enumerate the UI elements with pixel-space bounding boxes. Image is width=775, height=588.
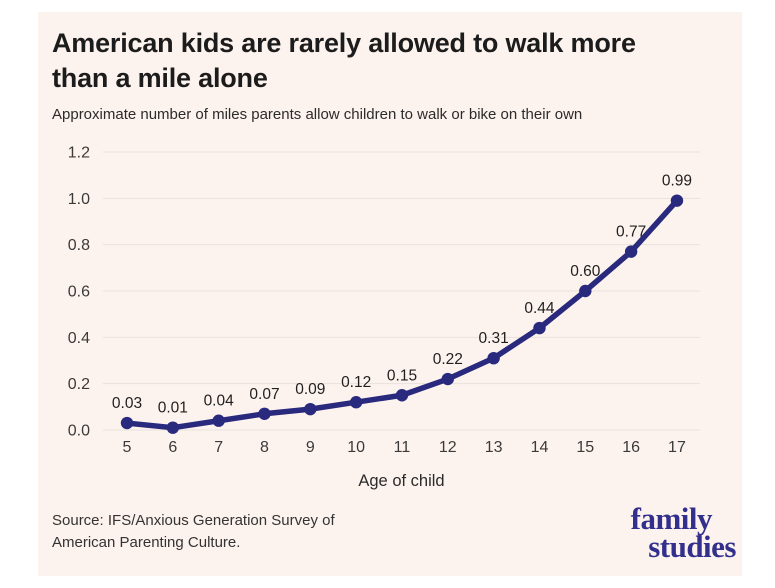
y-tick-label: 0.8	[68, 237, 90, 254]
data-point	[258, 407, 271, 420]
x-tick-label: 15	[576, 439, 594, 456]
data-label: 0.22	[433, 351, 463, 368]
chart-title: American kids are rarely allowed to walk…	[52, 28, 636, 94]
data-label: 0.09	[295, 381, 325, 398]
data-point	[166, 421, 180, 434]
logo-line1: family	[630, 500, 713, 536]
x-tick-label: 5	[123, 439, 132, 456]
data-label: 0.01	[158, 400, 188, 417]
data-point	[395, 389, 409, 402]
y-tick-label: 1.2	[68, 145, 90, 162]
logo-line2: studies	[648, 529, 736, 565]
data-label: 0.31	[479, 330, 509, 347]
data-label: 0.44	[524, 300, 555, 317]
x-tick-label: 14	[531, 439, 549, 456]
x-tick-label: 10	[347, 439, 365, 456]
data-point	[441, 372, 455, 386]
data-label: 0.60	[570, 263, 601, 280]
x-tick-label: 12	[439, 439, 457, 456]
x-tick-label: 16	[622, 439, 640, 456]
data-label: 0.04	[204, 393, 235, 410]
x-tick-label: 9	[306, 439, 315, 456]
y-tick-label: 0.6	[68, 284, 90, 301]
x-axis-title: Age of child	[358, 472, 444, 490]
y-tick-label: 1.0	[68, 191, 90, 208]
chart-card: American kids are rarely allowed to walk…	[38, 12, 742, 576]
x-tick-label: 17	[668, 439, 686, 456]
chart: 0.0 0.2 0.4 0.6 0.8 1.0 1.2 5 6 7 8 9 10 11 12 13 14 15 16…	[68, 145, 700, 490]
data-label: 0.03	[112, 395, 142, 412]
data-point	[579, 284, 592, 298]
data-point	[487, 351, 500, 365]
data-label: 0.15	[387, 367, 417, 384]
data-label: 0.12	[341, 374, 371, 391]
data-label: 0.77	[616, 224, 646, 241]
x-tick-label: 11	[394, 439, 411, 456]
data-point	[304, 402, 317, 416]
chart-subtitle: Approximate number of miles parents allo…	[52, 106, 583, 123]
data-point	[349, 396, 363, 409]
data-point	[120, 416, 134, 430]
y-tick-label: 0.2	[68, 376, 90, 393]
x-tick-label: 13	[485, 439, 503, 456]
x-tick-label: 7	[214, 439, 223, 456]
data-point	[670, 194, 684, 207]
y-tick-label: 0.0	[68, 423, 90, 440]
chart-area: 0.0 0.2 0.4 0.6 0.8 1.0 1.2 5 6 7 8 9 10 11 12 13 14 15 16…	[52, 140, 728, 500]
data-label: 0.07	[249, 386, 279, 403]
x-tick-label: 8	[260, 439, 269, 456]
family-studies-logo: family studies	[630, 500, 737, 565]
x-tick-label: 6	[168, 439, 177, 456]
y-tick-label: 0.4	[68, 330, 90, 347]
data-point	[212, 414, 225, 427]
data-label: 0.99	[662, 173, 692, 190]
data-point	[624, 245, 638, 258]
data-point	[533, 321, 546, 335]
source-note: Source: IFS/Anxious Generation Survey of…	[52, 512, 335, 551]
